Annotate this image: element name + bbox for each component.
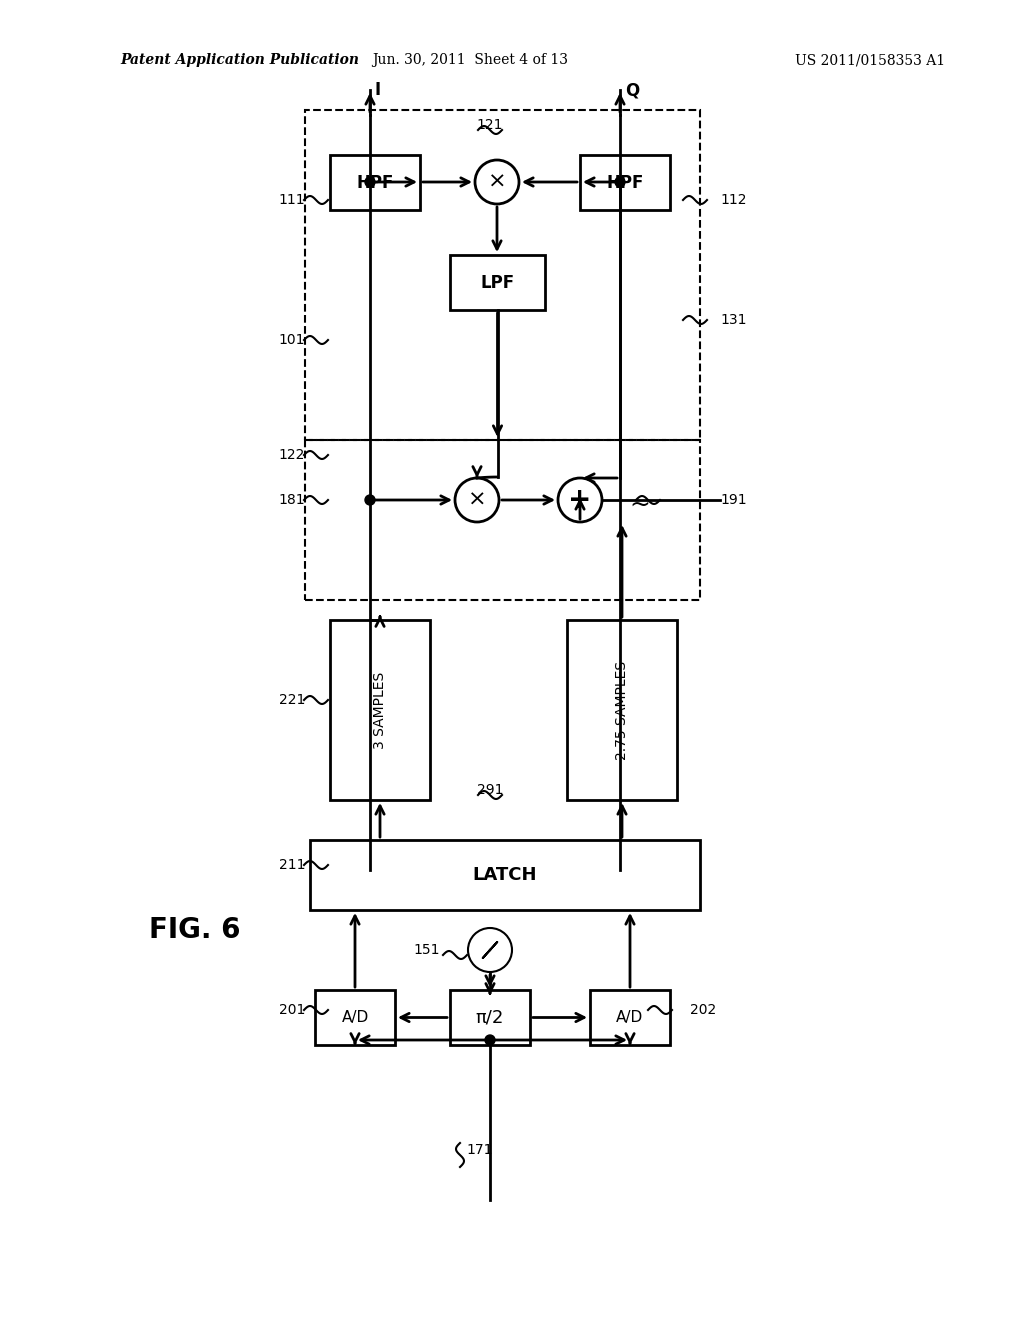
Bar — [590, 990, 670, 1045]
Text: 112: 112 — [720, 193, 746, 207]
Text: 151: 151 — [414, 942, 440, 957]
Text: 202: 202 — [690, 1003, 716, 1016]
Text: π/2: π/2 — [476, 1008, 504, 1027]
Bar — [305, 440, 700, 601]
Text: ×: × — [468, 490, 486, 510]
Text: I: I — [375, 81, 381, 99]
Bar — [310, 840, 700, 909]
Text: +: + — [568, 486, 592, 513]
Text: A/D: A/D — [616, 1010, 644, 1026]
Bar — [315, 990, 395, 1045]
Text: A/D: A/D — [341, 1010, 369, 1026]
Text: 211: 211 — [279, 858, 305, 873]
Text: LPF: LPF — [480, 273, 515, 292]
Circle shape — [485, 1035, 495, 1045]
Text: LATCH: LATCH — [473, 866, 538, 884]
Bar — [580, 154, 670, 210]
Bar — [450, 990, 530, 1045]
Text: Patent Application Publication: Patent Application Publication — [120, 53, 359, 67]
Circle shape — [615, 177, 625, 187]
Text: 131: 131 — [720, 313, 746, 327]
Bar — [305, 110, 700, 440]
Circle shape — [558, 478, 602, 521]
Circle shape — [455, 478, 499, 521]
Text: 291: 291 — [477, 783, 503, 797]
Bar — [450, 255, 545, 310]
Bar — [567, 620, 677, 800]
Text: 121: 121 — [477, 117, 503, 132]
Text: FIG. 6: FIG. 6 — [150, 916, 241, 944]
Text: 111: 111 — [279, 193, 305, 207]
Text: 181: 181 — [279, 492, 305, 507]
Text: 2.75 SAMPLES: 2.75 SAMPLES — [615, 660, 629, 759]
Text: ×: × — [487, 172, 506, 191]
Text: 101: 101 — [279, 333, 305, 347]
Text: 221: 221 — [279, 693, 305, 708]
Circle shape — [365, 495, 375, 506]
Text: 201: 201 — [279, 1003, 305, 1016]
Circle shape — [468, 928, 512, 972]
Circle shape — [475, 160, 519, 205]
Text: Jun. 30, 2011  Sheet 4 of 13: Jun. 30, 2011 Sheet 4 of 13 — [372, 53, 568, 67]
Text: HPF: HPF — [606, 173, 644, 191]
Text: US 2011/0158353 A1: US 2011/0158353 A1 — [795, 53, 945, 67]
Text: ~: ~ — [630, 492, 650, 517]
Bar — [330, 620, 430, 800]
Text: 171: 171 — [467, 1143, 494, 1158]
Text: 122: 122 — [279, 447, 305, 462]
Bar — [330, 154, 420, 210]
Text: 191: 191 — [720, 492, 746, 507]
Text: 3 SAMPLES: 3 SAMPLES — [373, 672, 387, 748]
Circle shape — [365, 177, 375, 187]
Text: Q: Q — [625, 81, 639, 99]
Text: HPF: HPF — [356, 173, 393, 191]
